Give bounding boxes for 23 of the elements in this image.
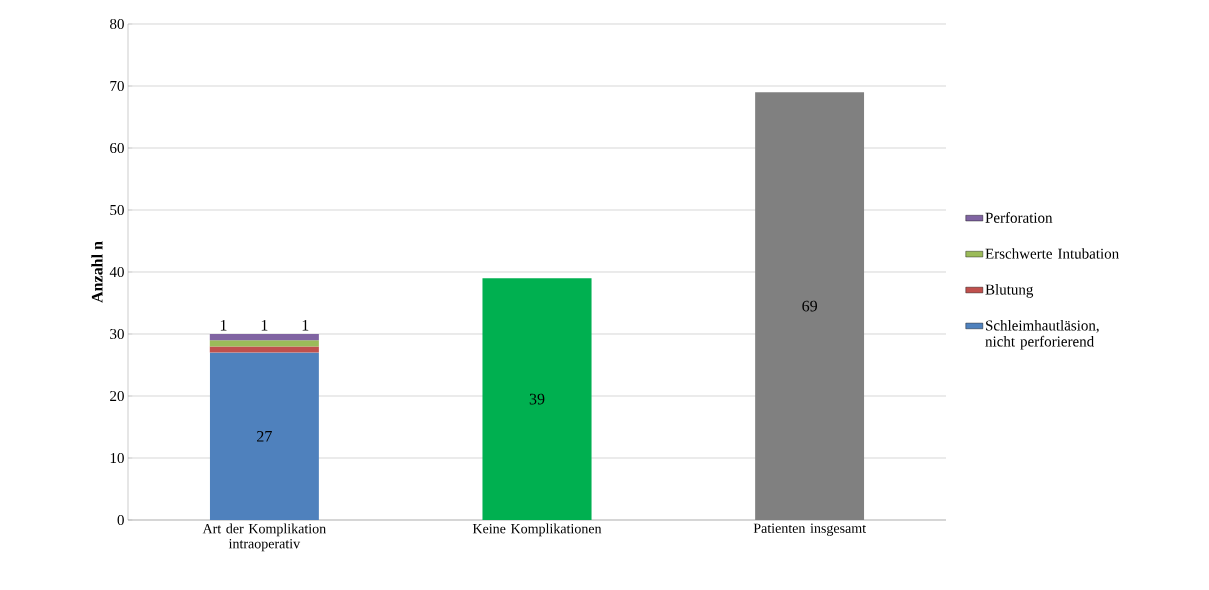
data-label: 1	[302, 319, 309, 331]
y-tick-label: 0	[117, 514, 124, 526]
y-tick-label: 20	[110, 390, 124, 402]
data-label: 1	[261, 319, 268, 331]
y-tick-label: 30	[110, 328, 124, 340]
data-label: 27	[257, 431, 272, 442]
x-tick-label: Patienten insgesamt	[753, 523, 866, 536]
y-tick-label: 10	[110, 452, 124, 464]
legend-label: Blutung	[985, 284, 1034, 298]
data-label: 1	[220, 319, 227, 331]
y-axis-title: Anzahl n	[91, 241, 103, 303]
y-tick-label: 70	[110, 80, 124, 92]
data-label: 39	[529, 393, 545, 405]
x-tick-label: Keine Komplikationen	[472, 523, 602, 537]
legend-label: Schleimhautläsion, nicht perforierend	[985, 319, 1099, 350]
y-tick-label: 60	[110, 142, 124, 154]
y-tick-label: 80	[110, 18, 124, 30]
legend-label: Perforation	[985, 212, 1053, 223]
legend-label: Erschwerte Intubation	[985, 248, 1119, 259]
y-tick-label: 50	[110, 204, 124, 216]
x-tick-label: Art der Komplikation intraoperativ	[202, 523, 326, 552]
y-tick-label: 40	[109, 266, 124, 278]
data-label: 69	[802, 300, 818, 312]
